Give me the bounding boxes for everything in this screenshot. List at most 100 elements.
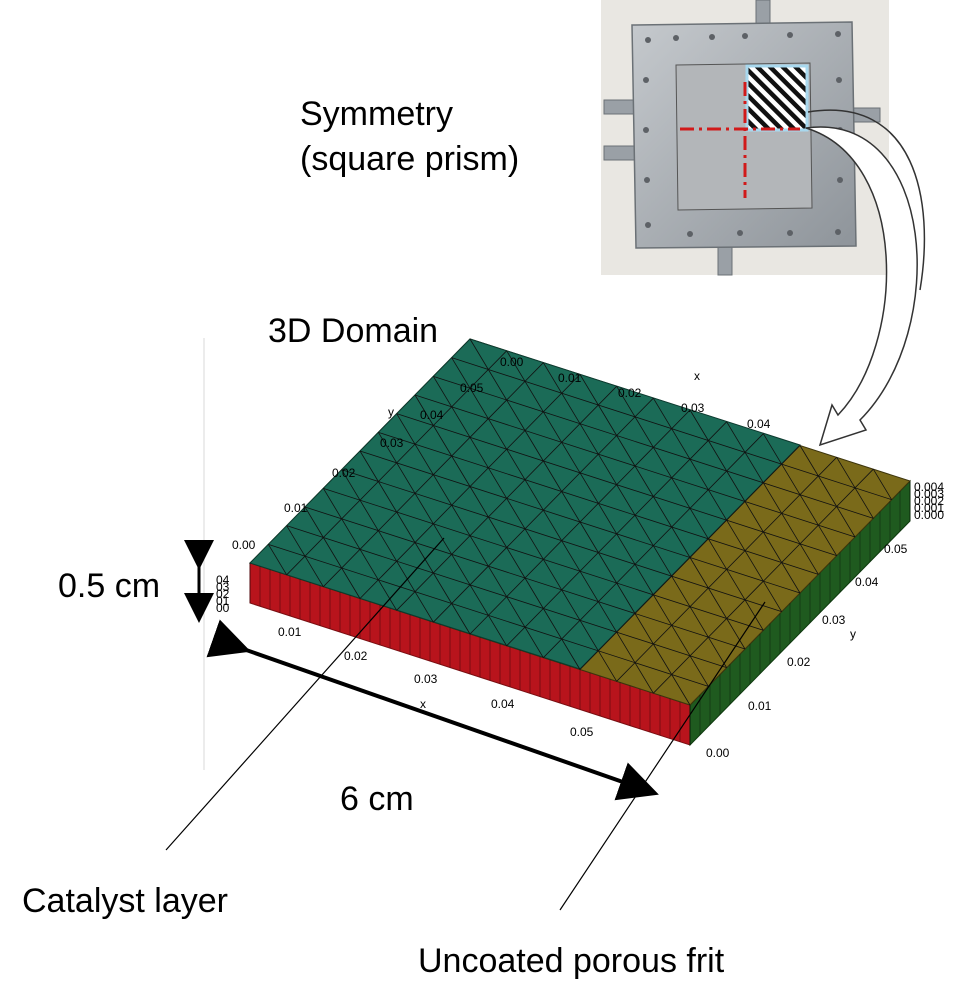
mesh-line bbox=[561, 589, 581, 621]
symmetry-subtitle: (square prism) bbox=[300, 140, 519, 178]
height-label: 0.5 cm bbox=[58, 567, 160, 605]
mesh-line bbox=[506, 498, 526, 530]
mesh-line bbox=[652, 545, 673, 577]
mesh-line bbox=[396, 560, 416, 592]
mesh-line bbox=[744, 550, 764, 582]
mesh-line bbox=[762, 482, 783, 514]
mesh-line bbox=[396, 413, 416, 445]
mesh-line bbox=[634, 564, 654, 596]
mesh-line bbox=[689, 655, 709, 687]
mesh-line bbox=[762, 580, 783, 612]
mesh-line bbox=[377, 579, 398, 611]
mesh-line bbox=[671, 674, 691, 706]
mesh-line bbox=[689, 606, 709, 638]
left-z-tick-label: 04 bbox=[216, 573, 230, 587]
mesh-line bbox=[542, 509, 563, 541]
mesh-line bbox=[652, 496, 673, 528]
mesh-line bbox=[836, 506, 856, 538]
mesh-line bbox=[451, 455, 471, 487]
mesh-line bbox=[781, 463, 801, 495]
mesh-line bbox=[341, 518, 361, 550]
mesh-line bbox=[652, 397, 673, 429]
top-x-tick-label: 0.02 bbox=[618, 386, 642, 400]
left-z-tick-label: 01 bbox=[216, 594, 230, 608]
mesh-line bbox=[451, 357, 471, 389]
mesh-line bbox=[487, 369, 508, 401]
mesh-line bbox=[671, 625, 691, 657]
mesh-line bbox=[414, 591, 434, 623]
bottom-x-tick-label: 0.05 bbox=[570, 725, 594, 739]
bottom-x-tick-label: 0.04 bbox=[491, 697, 515, 711]
mesh-line bbox=[469, 437, 489, 469]
left-z-tick-label: 00 bbox=[216, 601, 230, 615]
right-y-tick-label: 0.03 bbox=[822, 613, 846, 627]
bottom-x-axis-label: x bbox=[420, 697, 426, 711]
right-y-tick-label: 0.04 bbox=[855, 575, 879, 589]
mesh-line bbox=[487, 418, 508, 450]
mesh-line bbox=[616, 484, 636, 516]
width-dimension-arrow bbox=[206, 619, 659, 801]
mesh-line bbox=[524, 479, 544, 511]
catalyst-layer-label: Catalyst layer bbox=[22, 882, 228, 920]
mesh-line bbox=[707, 538, 728, 570]
mesh-line bbox=[561, 442, 581, 474]
mesh-line bbox=[579, 423, 599, 455]
mesh-line bbox=[652, 594, 673, 626]
right-z-tick-label: 0.000 bbox=[914, 508, 944, 522]
mesh-line bbox=[597, 453, 618, 485]
mesh-line bbox=[432, 376, 453, 408]
mesh-line bbox=[744, 501, 764, 533]
mesh-line bbox=[359, 549, 379, 581]
mesh-line bbox=[359, 499, 379, 531]
top-y-tick-label: 0.03 bbox=[380, 436, 404, 450]
mesh-line bbox=[542, 559, 563, 591]
mesh-line bbox=[579, 374, 599, 406]
mesh-line bbox=[744, 599, 764, 631]
mesh-line bbox=[762, 433, 783, 465]
domain-label: 3D Domain bbox=[268, 312, 438, 350]
mesh-line bbox=[396, 511, 416, 543]
mesh-line bbox=[506, 547, 526, 579]
mesh-line bbox=[359, 450, 379, 482]
mesh-line bbox=[542, 362, 563, 394]
mesh-line bbox=[561, 540, 581, 572]
bottom-x-tick-label: 0.03 bbox=[414, 672, 438, 686]
mesh-line bbox=[817, 475, 838, 507]
bottom-x-tick-label: 0.02 bbox=[344, 649, 368, 663]
mesh-line bbox=[542, 460, 563, 492]
mesh-line bbox=[579, 521, 599, 553]
mesh-line bbox=[652, 447, 673, 479]
mesh-line bbox=[616, 582, 636, 614]
mesh-line bbox=[597, 503, 618, 535]
mesh-line bbox=[726, 470, 746, 502]
mesh-line bbox=[689, 557, 709, 589]
right-z-tick-label: 0.004 bbox=[914, 480, 944, 494]
mesh-line bbox=[689, 409, 709, 441]
top-y-axis-label: y bbox=[388, 405, 394, 419]
mesh-line bbox=[616, 533, 636, 565]
mesh-line bbox=[817, 524, 838, 556]
mesh-line bbox=[542, 411, 563, 443]
left-z-tick-label: 03 bbox=[216, 580, 230, 594]
top-x-axis-label: x bbox=[694, 369, 700, 383]
mesh-line bbox=[487, 467, 508, 499]
width-label: 6 cm bbox=[340, 780, 414, 818]
mesh-line bbox=[286, 525, 306, 557]
mesh-line bbox=[506, 399, 526, 431]
mesh-line bbox=[469, 535, 489, 567]
mesh-line bbox=[781, 562, 801, 594]
mesh-line bbox=[634, 416, 654, 448]
mesh-line bbox=[304, 506, 324, 538]
top-x-tick-label: 0.01 bbox=[558, 371, 582, 385]
right-y-axis-label: y bbox=[850, 627, 856, 641]
right-y-tick-label: 0.05 bbox=[884, 542, 908, 556]
mesh-line bbox=[322, 488, 343, 520]
right-z-tick-label: 0.003 bbox=[914, 487, 944, 501]
mesh-line bbox=[414, 443, 434, 475]
right-y-tick-label: 0.01 bbox=[748, 699, 772, 713]
catalyst-pointer-line bbox=[165, 537, 445, 851]
mesh-line bbox=[836, 457, 856, 489]
mesh-line bbox=[707, 587, 728, 619]
mesh-line bbox=[451, 406, 471, 438]
